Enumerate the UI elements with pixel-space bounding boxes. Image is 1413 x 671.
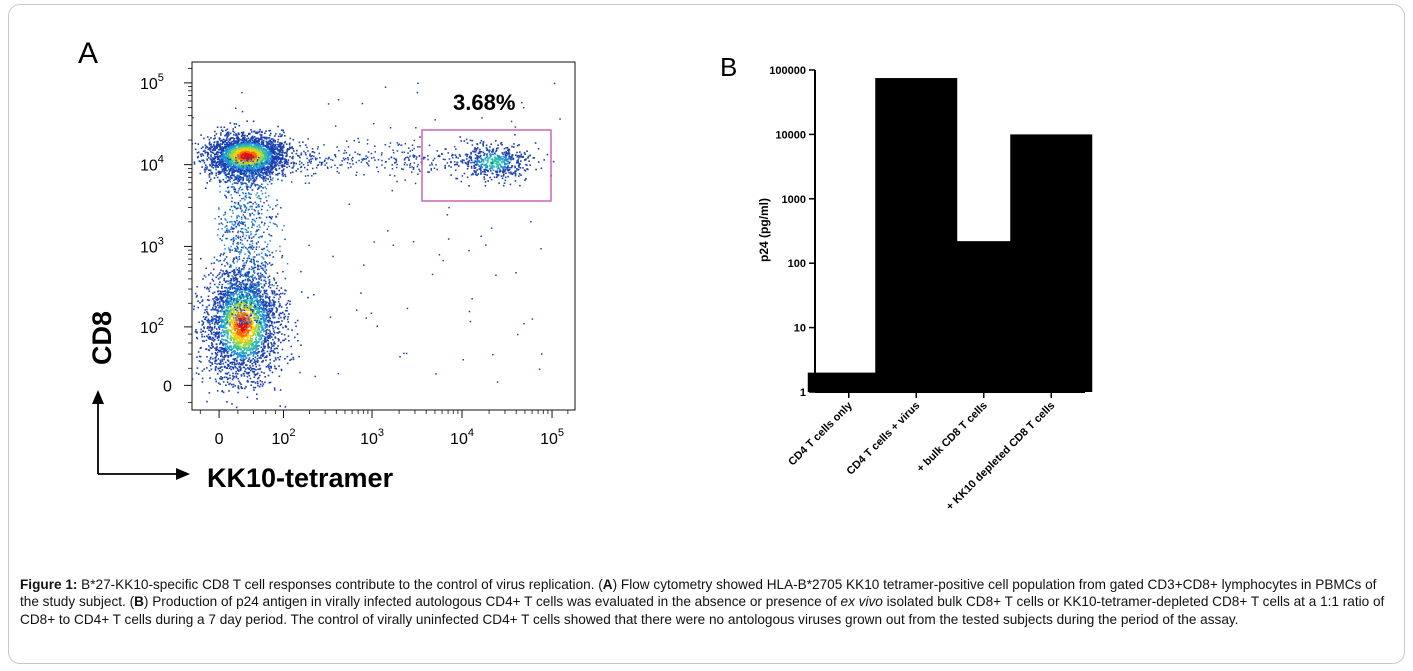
flow-y-tick-label: 103 (140, 235, 164, 256)
flow-x-tick-label: 104 (450, 427, 474, 448)
flow-x-tick-label: 105 (540, 427, 564, 448)
gate-percent: 3.68% (453, 90, 515, 115)
p24-y-tick-label: 100000 (769, 65, 806, 77)
caption-lead: Figure 1: (20, 577, 78, 592)
p24-category-label: CD4 T cells only (786, 399, 855, 468)
flow-y-tick-label: 102 (140, 316, 164, 337)
figure-caption: Figure 1: B*27-KK10-specific CD8 T cell … (20, 576, 1390, 628)
p24-bar-chart: 1 10 100 1000 10000 100000 CD4 T cells onlyCD4… (769, 65, 1093, 513)
flow-y-tick-label: 104 (140, 154, 164, 175)
flow-y-tick-label: 105 (140, 72, 164, 93)
p24-category-label: CD4 T cells + virus (844, 400, 922, 478)
caption-ref-a: A (602, 577, 613, 592)
y-arrow-head (92, 390, 104, 404)
panel-a-label: A (78, 37, 98, 70)
p24-category-label: + KK10 depleted CD8 T cells (944, 400, 1057, 513)
panel-b-label: B (720, 52, 737, 82)
caption-part-4: isolated bulk CD8+ T cells or KK10-tetra… (20, 594, 1385, 627)
p24-axis-label: p24 (pg/ml) (757, 198, 771, 262)
tetramer-gate (421, 129, 552, 202)
x-arrow-head (176, 468, 190, 480)
flow-x-tick-label: 0 (215, 431, 224, 448)
flow-events (192, 82, 561, 409)
p24-y-tick-label: 1000 (782, 194, 806, 206)
flow-y-axis: 0 102 103 104 105 (140, 68, 192, 403)
p24-y-tick-label: 100 (788, 258, 806, 270)
p24-y-tick-label: 10 (794, 323, 806, 335)
flow-plot: 0 102 103 104 105 0 102 103 104 105 3.68% (140, 61, 576, 448)
flow-y-tick-label: 0 (163, 378, 172, 395)
tetramer-axis-label: KK10-tetramer (207, 463, 394, 493)
p24-bar (807, 372, 890, 392)
p24-y-tick-label: 10000 (775, 129, 806, 141)
p24-bar (1010, 134, 1093, 392)
axis-arrows (92, 390, 190, 480)
p24-category-label: + bulk CD8 T cells (915, 400, 990, 475)
flow-x-tick-label: 102 (272, 427, 296, 448)
caption-ref-b: B (134, 594, 144, 610)
caption-part-2: ) Flow cytometry showed HLA-B*2705 KK10 … (20, 577, 1377, 610)
flow-x-axis: 0 102 103 104 105 (199, 410, 569, 448)
flow-x-tick-label: 103 (360, 427, 384, 448)
p24-y-tick-label: 1 (800, 387, 806, 399)
caption-part-3: ) Production of p24 antigen in virally i… (143, 594, 841, 610)
cd8-axis-label: CD8 (87, 311, 117, 365)
caption-part-1: B*27-KK10-specific CD8 T cell responses … (77, 577, 603, 592)
caption-ex-vivo: ex vivo (840, 594, 883, 610)
